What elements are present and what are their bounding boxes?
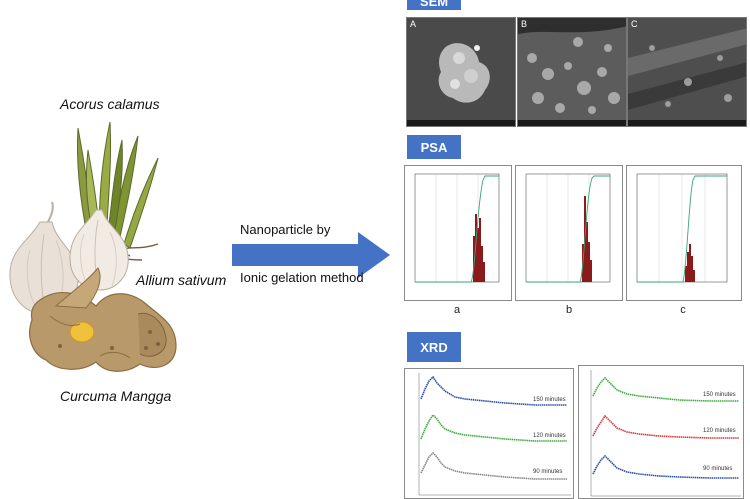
plants-illustration [0,110,190,390]
process-line-2: Ionic gelation method [240,270,364,285]
process-line-1: Nanoparticle by [240,222,331,237]
psa-caption-c: c [680,304,686,316]
xrd-b-label-90: 90 minutes [703,466,733,472]
sem-scalebar-b [518,120,626,126]
sem-image-a: A [406,17,516,127]
xrd-a-label-90: 90 minutes [533,469,563,475]
xrd-b-label-150: 150 minutes [703,392,736,398]
allium-label: Allium sativum [136,272,227,288]
psa-chart-a [404,165,512,301]
xrd-header: XRD [407,332,461,362]
sem-image-b: B [517,17,627,127]
xrd-panel-a: 150 minutes 120 minutes 90 minutes [404,368,574,499]
xrd-a-label-150: 150 minutes [533,397,566,403]
sem-image-c: C [627,17,747,127]
process-arrow [232,230,392,280]
xrd-panel-b: 150 minutes 120 minutes 90 minutes [578,365,744,499]
xrd-b-label-120: 120 minutes [703,428,736,434]
sem-scalebar-a [407,120,515,126]
psa-header: PSA [407,135,461,159]
sem-letter-a: A [410,19,417,29]
psa-caption-b: b [565,304,573,316]
acorus-label: Acorus calamus [60,96,160,112]
xrd-a-label-120: 120 minutes [533,433,566,439]
curcuma-label: Curcuma Mangga [60,388,172,404]
psa-caption-a: a [453,304,461,316]
curcuma-rhizome-image [29,267,177,372]
psa-chart-c [626,165,742,301]
sem-header: SEM [407,0,461,10]
sem-letter-b: B [521,19,528,29]
psa-chart-b [515,165,623,301]
sem-scalebar-c [628,120,746,126]
sem-letter-c: C [631,19,638,29]
